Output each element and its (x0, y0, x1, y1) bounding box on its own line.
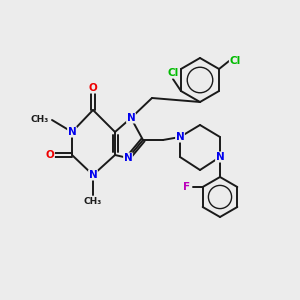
Text: CH₃: CH₃ (31, 116, 49, 124)
Text: N: N (124, 153, 132, 163)
Text: N: N (127, 113, 135, 123)
Text: O: O (88, 83, 98, 93)
Text: N: N (176, 132, 184, 142)
Text: CH₃: CH₃ (84, 197, 102, 206)
Text: N: N (216, 152, 224, 162)
Text: Cl: Cl (230, 56, 241, 66)
Text: N: N (88, 170, 98, 180)
Text: O: O (46, 150, 54, 160)
Text: N: N (68, 127, 76, 137)
Text: F: F (183, 182, 190, 192)
Text: Cl: Cl (167, 68, 178, 78)
